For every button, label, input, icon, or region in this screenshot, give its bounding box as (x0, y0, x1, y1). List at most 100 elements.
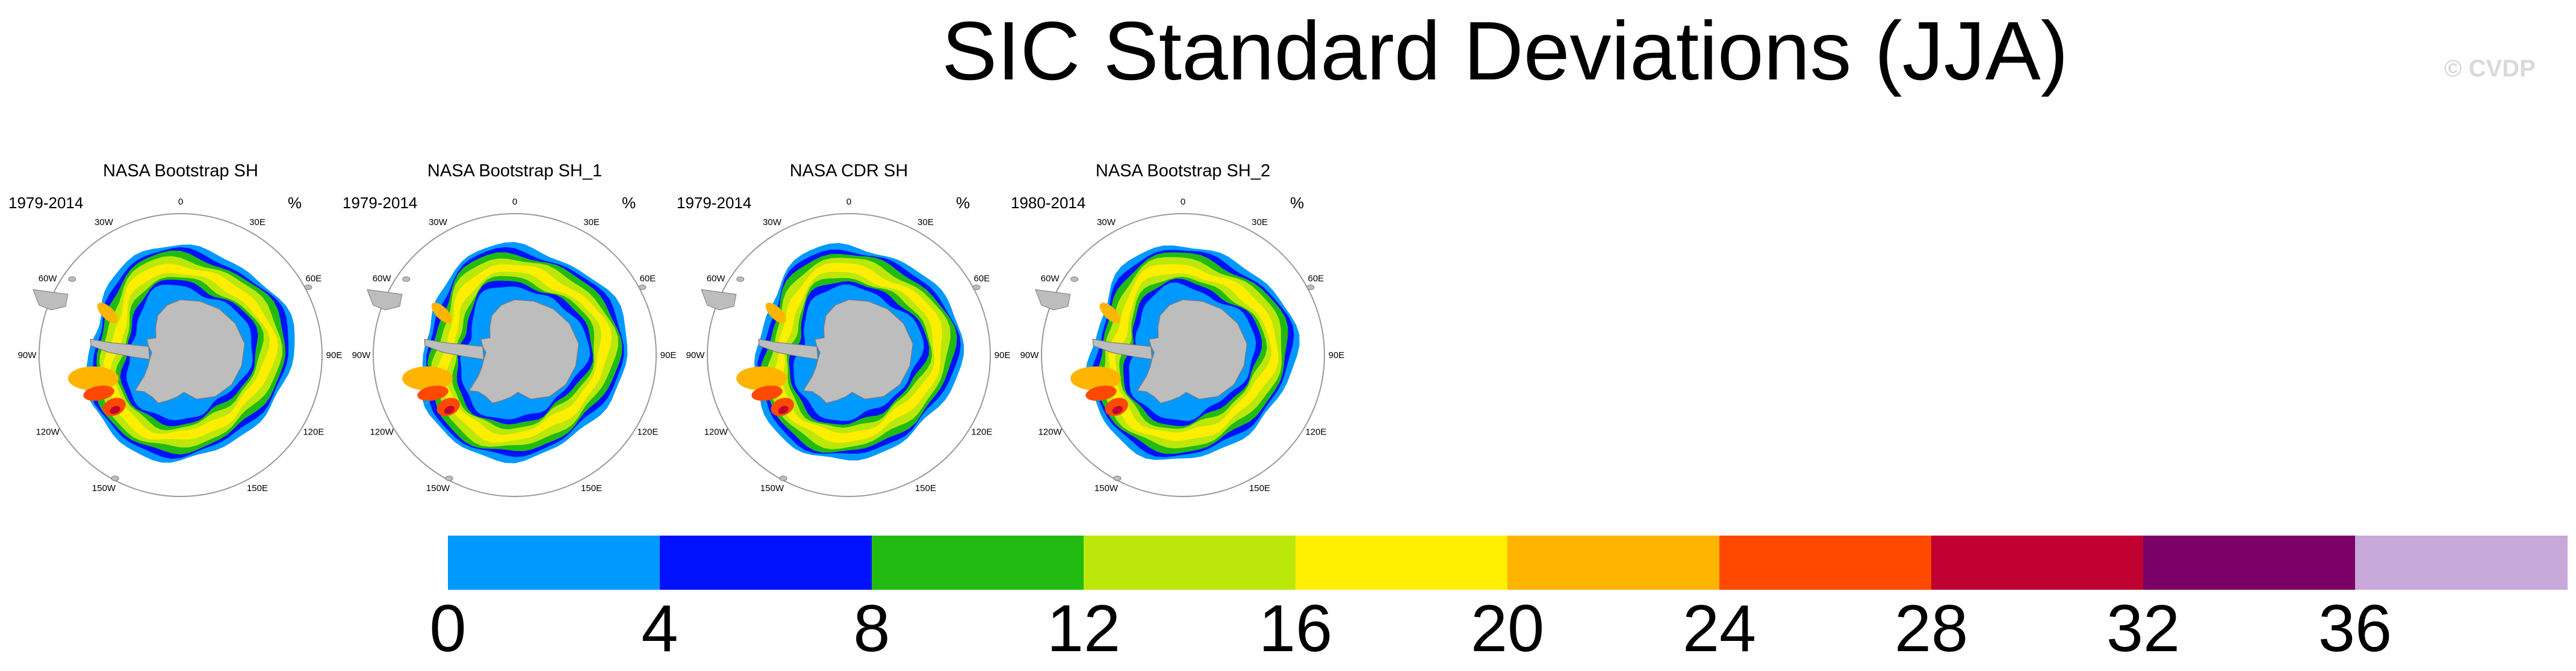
longitude-label: 150E (581, 483, 602, 493)
colorbar-tick-label: 16 (1258, 592, 1333, 666)
high-variability-patch (1085, 385, 1117, 401)
panel-unit: % (956, 194, 970, 212)
map-panel: NASA Bootstrap SH_2 1980-2014 % 0 30E 60E 9… (1011, 156, 1352, 506)
longitude-label: 120W (370, 427, 394, 438)
colorbar-segment (1931, 536, 2144, 590)
colorbar-tick-label: 0 (429, 592, 467, 666)
island-landmass (638, 284, 647, 290)
colorbar (448, 536, 2568, 590)
polar-stereographic-map: 0 30E 60E 90E 120E 150E 180 150W 120W 90W 60W 30W (18, 197, 343, 506)
colorbar-tick-label: 8 (853, 592, 890, 666)
longitude-label: 60W (1041, 274, 1060, 284)
longitude-label: 90E (1329, 350, 1345, 360)
polar-stereographic-map: 0 30E 60E 90E 120E 150E 180 150W 120W 90W 60W 30W (686, 197, 1011, 506)
high-variability-patch (83, 385, 114, 401)
longitude-label: 60E (639, 274, 656, 284)
island-landmass (445, 475, 453, 481)
longitude-label: 120E (1305, 427, 1326, 438)
longitude-label: 30E (917, 217, 934, 227)
antarctic-peninsula (424, 338, 485, 360)
high-variability-patch (431, 302, 452, 324)
longitude-label: 90W (686, 350, 706, 360)
island-landmass (304, 284, 312, 290)
longitude-label: 90E (995, 350, 1011, 360)
longitude-label: 180 (841, 504, 856, 506)
longitude-label: 180 (173, 504, 188, 506)
longitude-label: 30E (249, 217, 265, 227)
longitude-label: 120E (971, 427, 992, 438)
high-variability-patch (68, 366, 119, 391)
longitude-label: 120E (637, 427, 658, 438)
longitude-label: 150E (915, 483, 936, 493)
south-america-landmass (701, 289, 737, 311)
panel-title: NASA Bootstrap SH (103, 161, 258, 181)
panel-title: NASA CDR SH (789, 161, 908, 181)
longitude-label: 180 (507, 504, 522, 506)
panel-unit: % (622, 194, 636, 212)
longitude-label: 30E (583, 217, 600, 227)
island-landmass (402, 276, 411, 282)
colorbar-tick-label: 4 (641, 592, 678, 666)
colorbar-segment (1084, 536, 1296, 590)
longitude-label: 90W (1020, 350, 1040, 360)
colorbar-segment (448, 536, 660, 590)
island-landmass (1113, 475, 1122, 481)
island-landmass (972, 284, 981, 290)
panel-years: 1979-2014 (8, 194, 84, 212)
map-panel: NASA Bootstrap SH 1979-2014 % 0 30E 60E 90E… (8, 156, 349, 506)
high-variability-patch (1099, 302, 1120, 324)
longitude-label: 120W (1038, 427, 1063, 438)
longitude-label: 90E (326, 350, 343, 360)
high-variability-patch (1112, 406, 1123, 414)
south-america-landmass (367, 289, 403, 311)
longitude-label: 30W (429, 217, 448, 227)
map-panel: NASA Bootstrap SH_1 1979-2014 % 0 30E 60E 9… (343, 156, 683, 506)
antarctica-landmass (1137, 299, 1248, 404)
antarctic-peninsula (1092, 338, 1153, 360)
longitude-label: 150E (1249, 483, 1270, 493)
longitude-label: 60W (373, 274, 392, 284)
colorbar-segment (660, 536, 872, 590)
island-landmass (111, 475, 119, 481)
high-variability-patch (778, 406, 789, 414)
polar-stereographic-map: 0 30E 60E 90E 120E 150E 180 150W 120W 90W 60W 30W (1020, 197, 1345, 506)
island-landmass (1070, 276, 1079, 282)
south-america-landmass (33, 289, 69, 311)
colorbar-segment (872, 536, 1084, 590)
colorbar-segment (2355, 536, 2568, 590)
longitude-label: 120E (303, 427, 324, 438)
longitude-label: 120W (704, 427, 728, 438)
high-variability-patch (751, 385, 783, 401)
high-variability-patch (736, 366, 787, 391)
high-variability-patch (444, 406, 455, 414)
longitude-label: 60W (39, 274, 58, 284)
colorbar-tick-label: 28 (1894, 592, 1969, 666)
panel-years: 1979-2014 (343, 194, 418, 212)
longitude-label: 90W (352, 350, 371, 360)
colorbar-tick-label: 20 (1470, 592, 1545, 666)
colorbar-tick-label: 36 (2318, 592, 2392, 666)
antarctic-peninsula (90, 338, 151, 360)
antarctica-landmass (134, 299, 246, 404)
cvdp-credit: © CVDP (2444, 55, 2536, 82)
longitude-label: 30E (1252, 217, 1268, 227)
island-landmass (68, 276, 76, 282)
polar-stereographic-map: 0 30E 60E 90E 120E 150E 180 150W 120W 90W 60W 30W (352, 197, 677, 506)
longitude-label: 30W (1097, 217, 1116, 227)
figure-title: SIC Standard Deviations (JJA) (942, 5, 2069, 97)
high-variability-patch (417, 385, 448, 401)
longitude-label: 120W (36, 427, 60, 438)
island-landmass (736, 276, 745, 282)
longitude-label: 0 (178, 197, 183, 207)
panel-years: 1980-2014 (1011, 194, 1086, 212)
longitude-label: 60E (973, 274, 990, 284)
longitude-label: 90W (18, 350, 37, 360)
map-panel: NASA CDR SH 1979-2014 % 0 30E 60E 90E 120E 15… (677, 156, 1017, 506)
high-variability-patch (97, 302, 118, 324)
colorbar-tick-label: 12 (1046, 592, 1121, 666)
longitude-label: 30W (763, 217, 782, 227)
south-america-landmass (1035, 289, 1071, 311)
high-variability-patch (110, 406, 120, 414)
longitude-label: 0 (1181, 197, 1185, 207)
colorbar-segment (1296, 536, 1508, 590)
